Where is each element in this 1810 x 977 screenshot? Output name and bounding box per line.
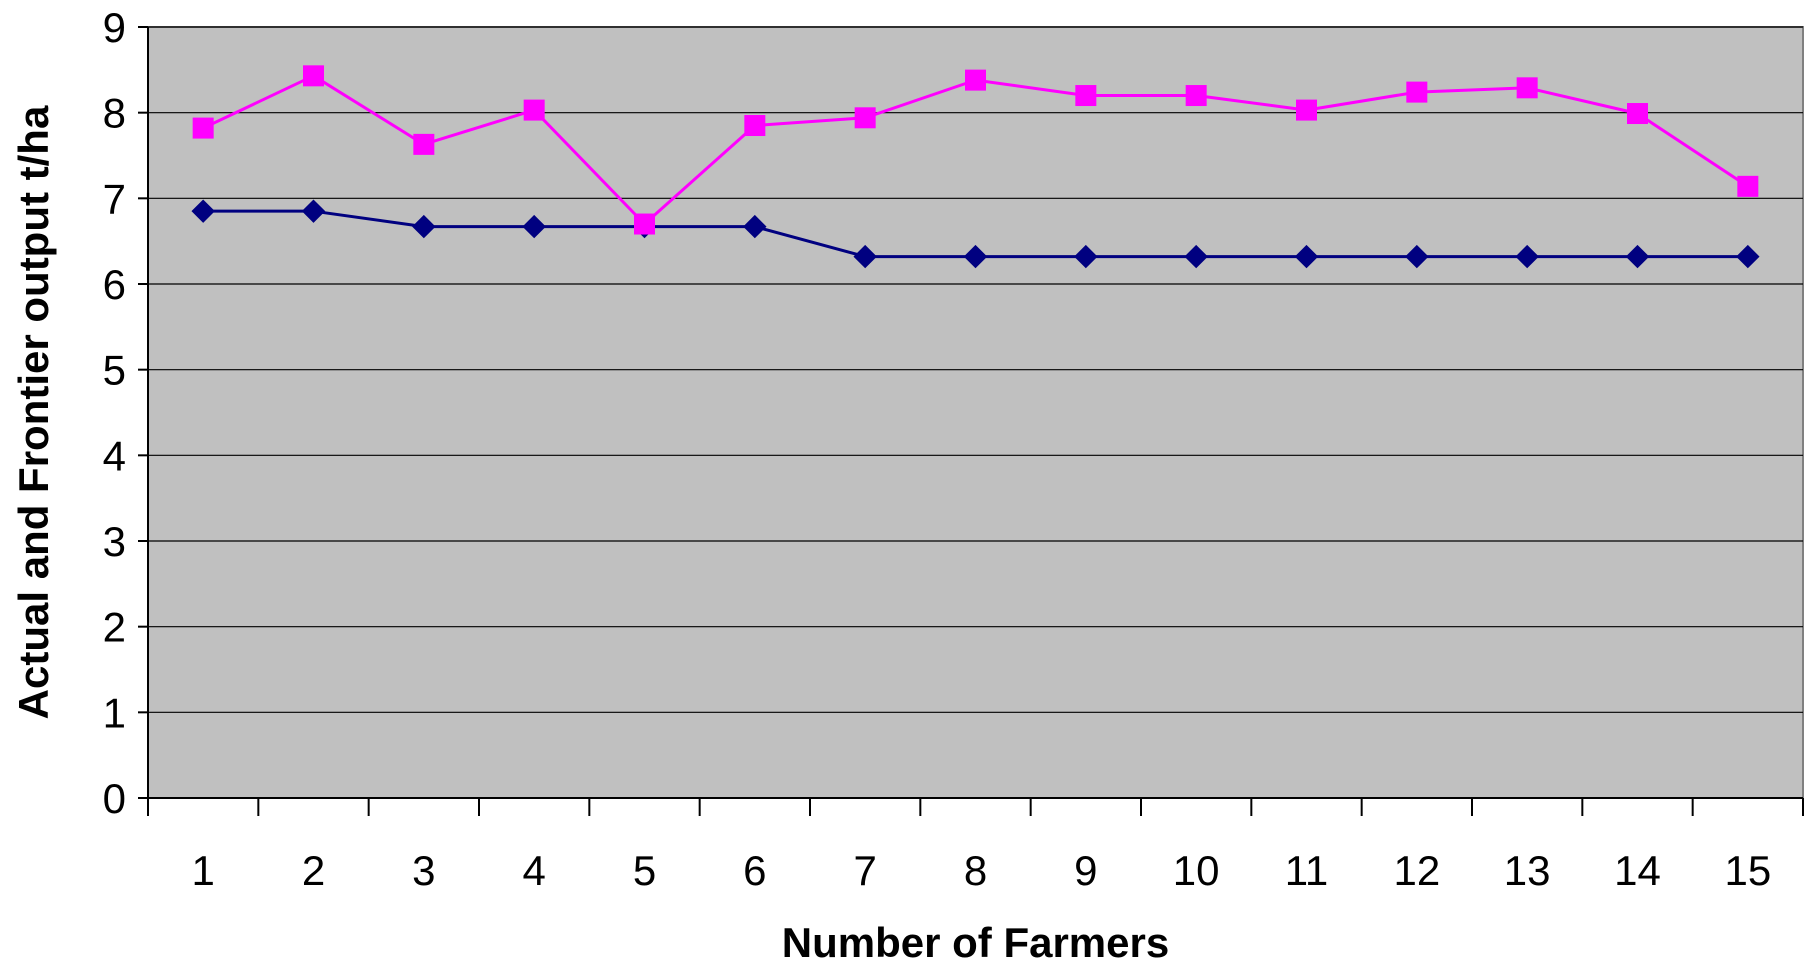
series-1-point: [522, 214, 546, 239]
series-1-point: [1736, 244, 1760, 269]
series-1-point: [1184, 244, 1208, 269]
x-tick-label: 2: [302, 847, 325, 894]
series-1-point: [412, 214, 436, 239]
series-layer: [191, 65, 1760, 269]
x-tick-label: 1: [191, 847, 214, 894]
y-tick-label: 4: [103, 432, 126, 479]
gridlines: [148, 26, 1803, 713]
series-1: [191, 199, 1760, 269]
x-tick-label: 4: [522, 847, 545, 894]
series-2-point: [413, 133, 435, 155]
series-1-point: [743, 214, 767, 239]
axes: [138, 26, 1804, 816]
y-tick-label: 1: [103, 689, 126, 736]
x-tick-label: 8: [964, 847, 987, 894]
series-2-point: [523, 99, 545, 121]
x-axis-title: Number of Farmers: [782, 919, 1169, 966]
series-2-point: [744, 115, 766, 137]
y-tick-label: 2: [103, 604, 126, 651]
series-1-point: [1625, 244, 1650, 269]
series-2-point: [1185, 85, 1207, 107]
x-tick-label: 7: [853, 847, 876, 894]
x-tick-label: 5: [633, 847, 656, 894]
y-tick-label: 3: [103, 518, 126, 565]
series-1-point: [1074, 244, 1098, 269]
x-tick-label: 13: [1504, 847, 1551, 894]
series-1-point: [1294, 244, 1319, 269]
x-tick-label: 10: [1173, 847, 1220, 894]
series-2-point: [1737, 175, 1759, 197]
series-2-point: [303, 65, 324, 87]
series-2-point: [965, 69, 986, 91]
series-2-point: [1075, 85, 1097, 107]
series-1-point: [963, 244, 988, 269]
series-1-point: [1405, 244, 1429, 269]
series-2-point: [634, 213, 655, 235]
series-2-point: [192, 117, 214, 139]
x-tick-label: 3: [412, 847, 435, 894]
series-1-point: [191, 199, 215, 223]
y-tick-label: 5: [103, 347, 126, 394]
y-tick-label: 6: [103, 261, 126, 308]
series-1-point: [1515, 244, 1539, 269]
y-tick-label: 7: [103, 175, 126, 222]
x-tick-label: 11: [1285, 847, 1329, 894]
x-tick-label: 15: [1724, 847, 1771, 894]
series-2: [192, 65, 1759, 235]
y-tick-label: 8: [103, 90, 126, 137]
series-2-point: [1296, 99, 1317, 121]
series-1-point: [853, 244, 877, 269]
y-axis-title: Actual and Frontier output t/ha: [10, 105, 57, 719]
x-tick-label: 14: [1614, 847, 1661, 894]
series-2-point: [854, 107, 876, 129]
series-2-point: [1516, 77, 1538, 99]
x-tick-label: 9: [1074, 847, 1097, 894]
x-tick-label: 12: [1393, 847, 1440, 894]
series-2-point: [1627, 103, 1648, 125]
series-1-point: [301, 199, 326, 223]
series-2-point: [1406, 81, 1428, 103]
y-tick-label: 9: [103, 4, 126, 51]
y-tick-label: 0: [103, 775, 126, 822]
x-tick-label: 6: [743, 847, 766, 894]
plot-area: [147, 26, 1804, 799]
